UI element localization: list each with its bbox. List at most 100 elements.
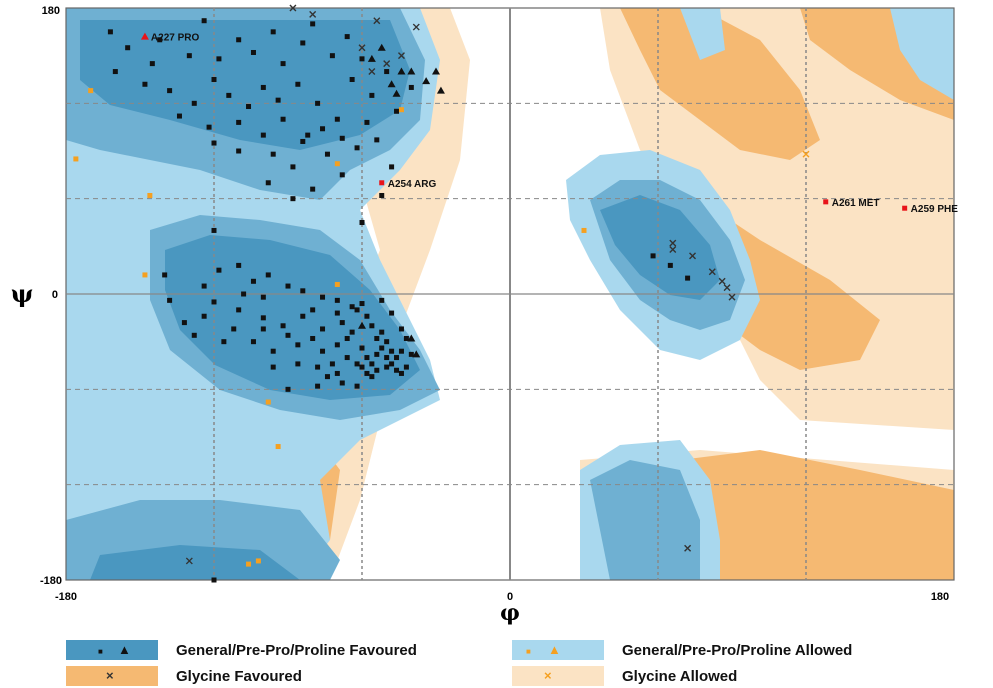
data-point (398, 348, 404, 354)
data-point (394, 108, 400, 114)
data-point (408, 84, 414, 90)
data-point (389, 348, 395, 354)
data-point (255, 558, 261, 564)
data-point (285, 283, 291, 289)
data-point (349, 329, 355, 335)
outlier-label: A227 PRO (151, 33, 200, 44)
data-point (142, 81, 148, 87)
y-tick-label: 0 (52, 289, 58, 301)
data-point (650, 253, 656, 259)
data-point (191, 100, 197, 106)
general-allowed-region (680, 8, 725, 60)
data-point (397, 52, 405, 60)
general-favoured-core (90, 545, 300, 580)
data-point (394, 367, 400, 373)
data-point (397, 67, 406, 75)
data-points (73, 4, 810, 583)
data-point (201, 283, 207, 289)
general-favoured-core (165, 235, 420, 400)
data-point (334, 370, 340, 376)
data-point (142, 272, 148, 278)
data-point (305, 132, 311, 138)
data-point (260, 326, 266, 332)
data-point (289, 4, 297, 12)
data-point (167, 297, 173, 303)
data-point (260, 84, 266, 90)
data-point (374, 335, 380, 341)
data-point (324, 151, 330, 157)
data-point (334, 116, 340, 122)
data-point (384, 364, 390, 370)
data-point (339, 135, 345, 141)
data-point (339, 380, 345, 386)
data-point (246, 561, 252, 567)
data-point (384, 69, 390, 75)
data-point (708, 268, 716, 276)
data-point (320, 126, 326, 132)
data-point (290, 164, 296, 170)
data-point (684, 544, 692, 552)
x-tick-label: 0 (507, 591, 513, 603)
data-point (374, 367, 380, 373)
data-point (236, 148, 242, 154)
data-point (125, 45, 131, 51)
data-point (354, 361, 360, 367)
y-tick-label: 180 (42, 5, 60, 17)
data-point (310, 335, 316, 341)
data-point (359, 301, 365, 307)
dashed-grid-lines (66, 8, 954, 580)
data-point (581, 227, 587, 233)
data-point (260, 294, 266, 300)
data-point (88, 88, 94, 94)
data-point (295, 361, 301, 367)
data-point (667, 262, 673, 268)
outlier-label: A261 MET (832, 198, 880, 209)
data-point (374, 137, 380, 143)
data-point (339, 172, 345, 178)
data-point (236, 119, 242, 125)
outlier-point (140, 32, 149, 40)
data-point (369, 92, 375, 98)
data-point (802, 150, 810, 158)
data-point (280, 116, 286, 122)
data-point (309, 10, 317, 18)
data-point (367, 54, 376, 62)
data-point (265, 399, 271, 405)
data-point (389, 164, 395, 170)
data-point (270, 348, 276, 354)
data-point (320, 294, 326, 300)
glycine-favoured-region (680, 450, 954, 580)
data-point (334, 281, 340, 287)
outlier-label: A254 ARG (388, 179, 437, 190)
data-point (241, 291, 247, 297)
data-point (349, 77, 355, 82)
data-point (315, 383, 321, 389)
data-point (685, 275, 691, 281)
data-point (201, 313, 207, 319)
data-point (265, 180, 271, 186)
data-point (300, 288, 306, 294)
data-point (334, 342, 340, 348)
data-point (374, 351, 380, 357)
data-point (112, 69, 118, 75)
data-point (270, 29, 276, 35)
data-point (236, 307, 242, 313)
outlier-point (902, 205, 908, 211)
data-point (216, 267, 222, 273)
data-point (398, 370, 404, 376)
data-point (216, 56, 222, 62)
data-point (310, 21, 316, 27)
data-point (107, 29, 113, 35)
data-point (398, 326, 404, 332)
data-point (167, 88, 173, 94)
data-point (176, 113, 182, 119)
data-point (369, 323, 375, 329)
data-point (334, 310, 340, 316)
data-point (250, 49, 256, 55)
data-point (73, 156, 79, 162)
data-point (246, 104, 252, 110)
data-point (412, 350, 421, 358)
data-point (723, 284, 731, 292)
outlier-label: A259 PHE (911, 204, 959, 215)
glycine-favoured-region (620, 8, 820, 160)
